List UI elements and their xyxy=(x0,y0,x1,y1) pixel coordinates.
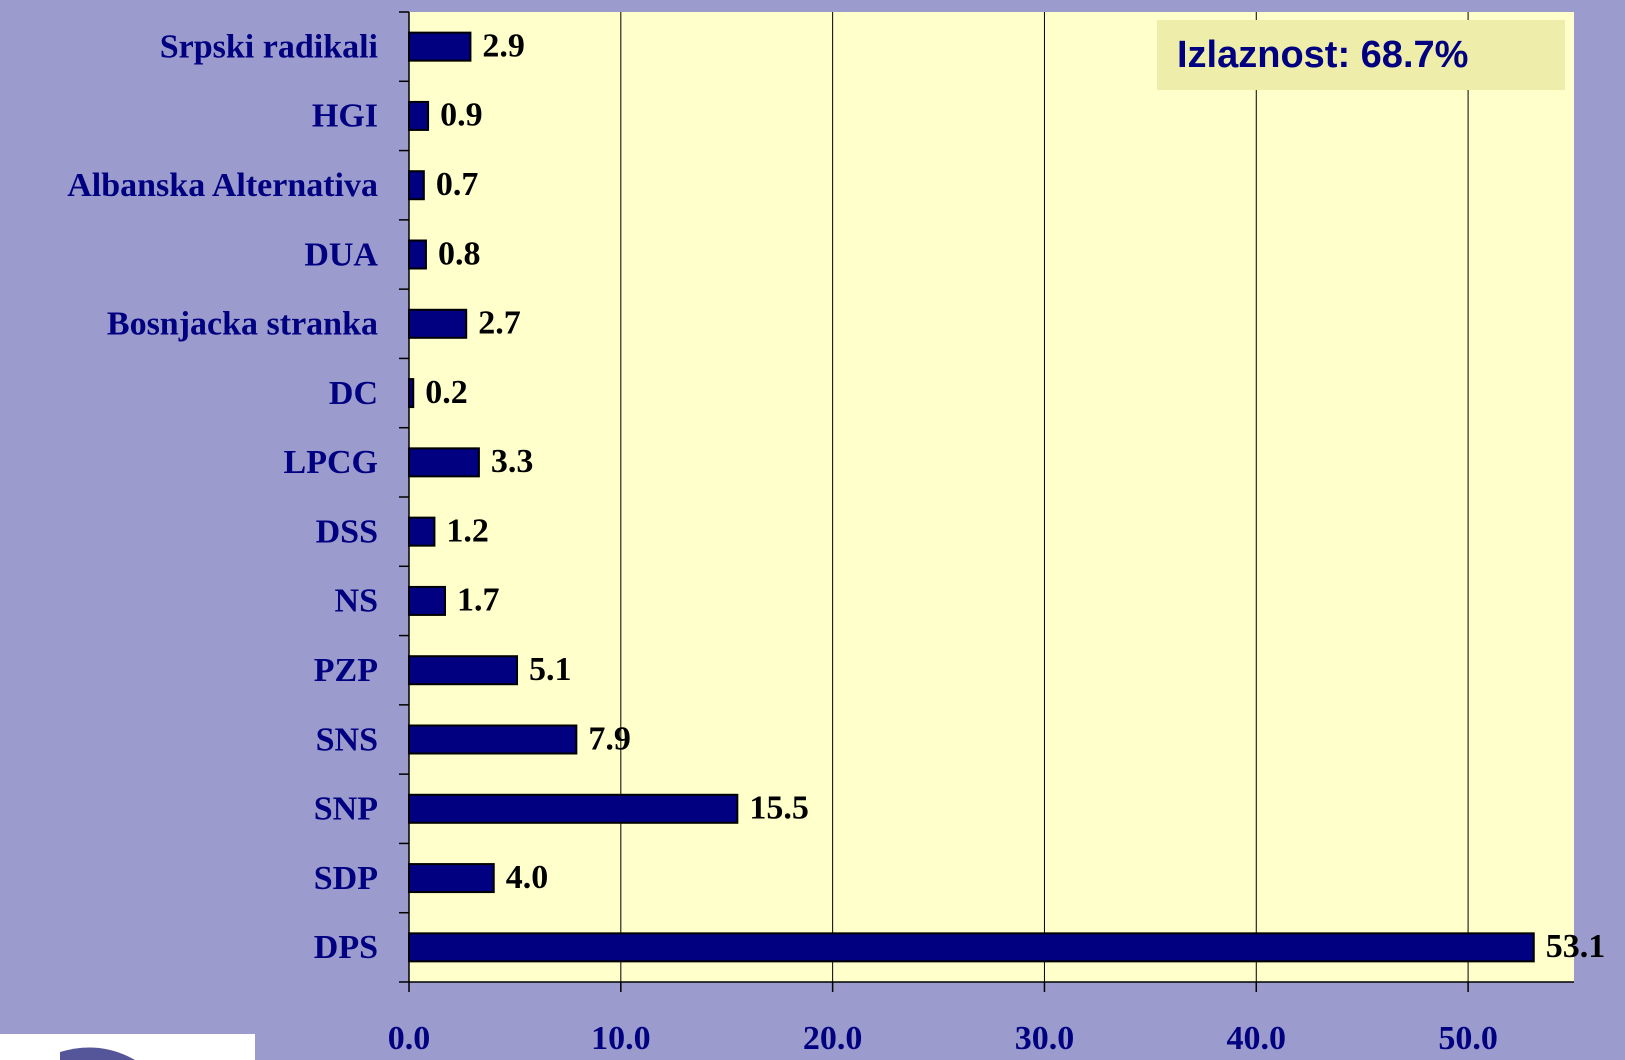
annotation-box xyxy=(1157,20,1565,90)
value-label: 53.1 xyxy=(1546,928,1606,965)
y-tick-label: LPCG xyxy=(284,444,378,481)
y-tick-label: Bosnjacka stranka xyxy=(107,306,378,343)
plot-area xyxy=(409,12,1574,982)
value-label: 1.7 xyxy=(457,582,500,619)
y-tick-label: DC xyxy=(329,375,378,412)
bar xyxy=(408,170,425,201)
value-label: 4.0 xyxy=(506,859,549,896)
x-tick-label: 30.0 xyxy=(1015,1020,1075,1057)
value-label: 2.7 xyxy=(478,305,521,342)
bar xyxy=(408,793,739,824)
bar xyxy=(408,447,480,478)
bar xyxy=(408,239,427,270)
bar xyxy=(408,100,430,131)
logo-mark xyxy=(60,1047,135,1060)
y-tick-label: SDP xyxy=(314,860,378,897)
value-label: 0.9 xyxy=(440,97,483,134)
y-tick-label: HGI xyxy=(312,98,378,135)
bar xyxy=(408,585,447,616)
y-tick-label: SNP xyxy=(314,791,378,828)
bar xyxy=(408,308,468,339)
value-label: 5.1 xyxy=(529,651,572,688)
y-tick-label: DUA xyxy=(304,236,378,273)
value-label: 1.2 xyxy=(446,512,489,549)
logo xyxy=(0,1034,255,1060)
x-tick-label: 0.0 xyxy=(388,1020,431,1057)
y-tick-label: Albanska Alternativa xyxy=(67,167,378,204)
x-tick-label: 20.0 xyxy=(803,1020,863,1057)
value-label: 0.8 xyxy=(438,235,481,272)
y-tick-label: Srpski radikali xyxy=(160,28,378,65)
bar xyxy=(408,724,578,755)
bar xyxy=(408,31,472,62)
bar xyxy=(408,655,519,686)
y-tick-label: SNS xyxy=(316,721,378,758)
bar xyxy=(408,378,415,409)
value-label: 3.3 xyxy=(491,443,534,480)
x-tick-label: 50.0 xyxy=(1438,1020,1498,1057)
value-label: 0.7 xyxy=(436,166,479,203)
value-label: 2.9 xyxy=(482,27,524,64)
y-tick-label: DSS xyxy=(316,513,378,550)
y-tick-label: PZP xyxy=(314,652,378,689)
value-label: 7.9 xyxy=(588,720,631,757)
value-label: 15.5 xyxy=(749,790,809,827)
y-tick-label: NS xyxy=(335,583,378,620)
x-tick-label: 10.0 xyxy=(591,1020,651,1057)
annotation: Izlaznost: 68.7% xyxy=(1177,34,1468,76)
bar xyxy=(408,516,436,547)
value-label: 0.2 xyxy=(425,374,468,411)
y-tick-label: DPS xyxy=(314,929,378,966)
bar xyxy=(408,932,1535,963)
bar xyxy=(408,863,495,894)
x-tick-label: 40.0 xyxy=(1227,1020,1287,1057)
